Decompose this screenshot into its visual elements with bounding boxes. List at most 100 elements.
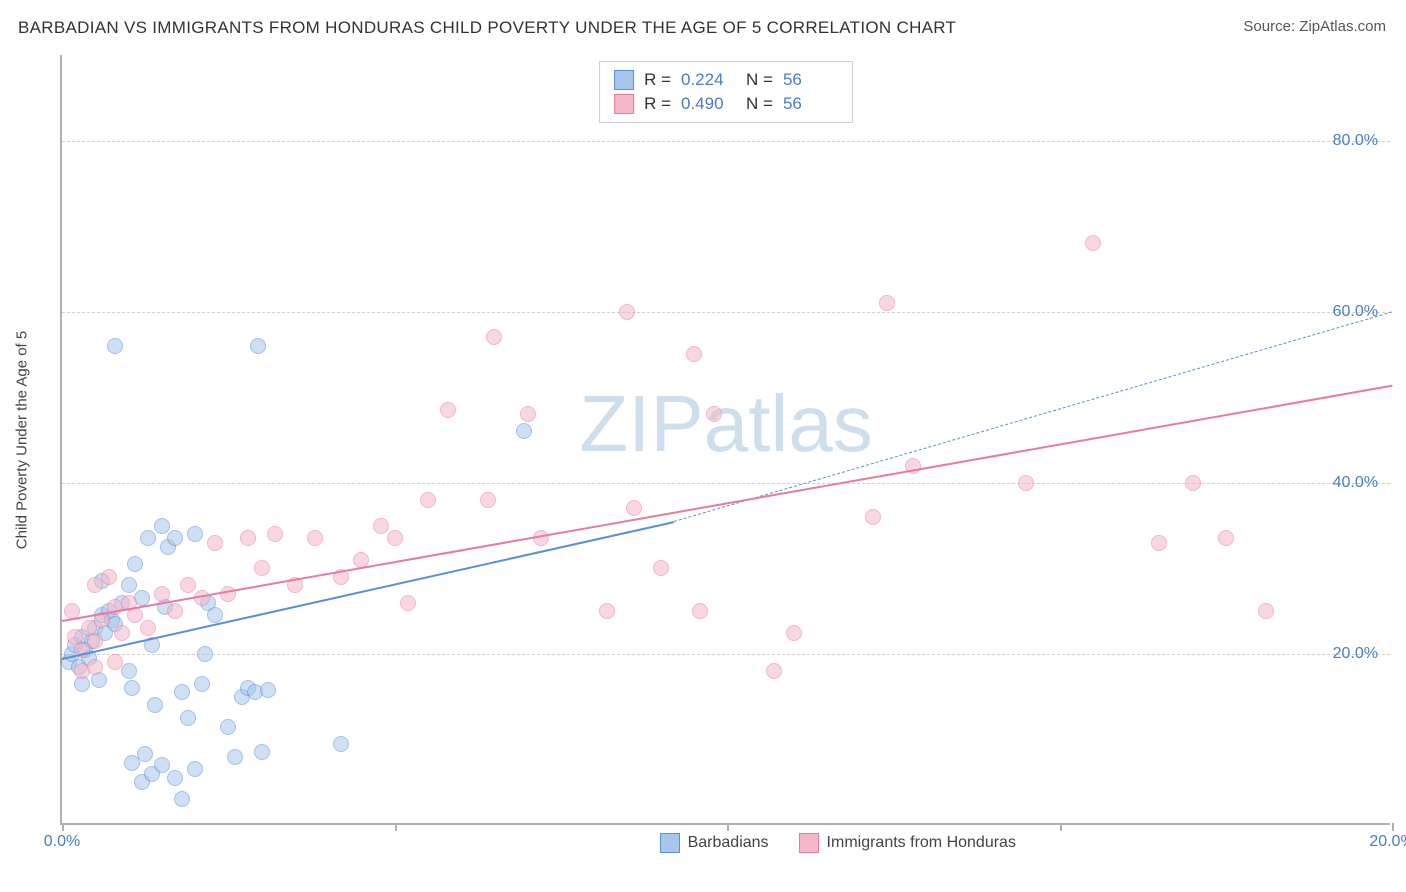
data-point	[121, 577, 137, 593]
data-point	[706, 406, 722, 422]
data-point	[87, 659, 103, 675]
data-point	[154, 518, 170, 534]
data-point	[180, 710, 196, 726]
data-point	[533, 530, 549, 546]
source-label: Source:	[1243, 18, 1299, 35]
legend-label: Immigrants from Honduras	[827, 834, 1016, 852]
trend-line-extrapolated	[674, 312, 1392, 523]
data-point	[440, 402, 456, 418]
data-point	[865, 509, 881, 525]
data-point	[227, 749, 243, 765]
data-point	[387, 530, 403, 546]
data-point	[140, 620, 156, 636]
data-point	[373, 518, 389, 534]
data-point	[599, 603, 615, 619]
data-point	[254, 560, 270, 576]
chart-title: BARBADIAN VS IMMIGRANTS FROM HONDURAS CH…	[18, 18, 956, 38]
data-point	[1185, 475, 1201, 491]
data-point	[140, 530, 156, 546]
stat-r-value: 0.224	[681, 70, 736, 90]
y-tick-label: 20.0%	[1333, 645, 1378, 663]
data-point	[167, 530, 183, 546]
data-point	[1018, 475, 1034, 491]
data-point	[127, 556, 143, 572]
x-tick-label: 20.0%	[1369, 833, 1406, 851]
data-point	[167, 603, 183, 619]
series-swatch	[614, 70, 634, 90]
stat-r-label: R =	[644, 70, 671, 90]
data-point	[420, 492, 436, 508]
data-point	[220, 586, 236, 602]
data-point	[137, 746, 153, 762]
data-point	[400, 595, 416, 611]
data-point	[154, 586, 170, 602]
plot-area: ZIPatlas R =0.224N =56R =0.490N =56 Barb…	[60, 55, 1390, 825]
stat-n-label: N =	[746, 70, 773, 90]
legend-swatch	[799, 833, 819, 853]
x-tick	[1060, 823, 1062, 831]
data-point	[1151, 535, 1167, 551]
data-point	[1218, 530, 1234, 546]
stat-n-label: N =	[746, 94, 773, 114]
data-point	[207, 607, 223, 623]
legend-swatch	[660, 833, 680, 853]
data-point	[1085, 235, 1101, 251]
data-point	[147, 697, 163, 713]
data-point	[101, 569, 117, 585]
series-legend: Barbadians Immigrants from Honduras	[660, 833, 1016, 853]
stat-r-label: R =	[644, 94, 671, 114]
y-axis-label: Child Poverty Under the Age of 5	[14, 331, 31, 549]
series-swatch	[614, 94, 634, 114]
data-point	[486, 329, 502, 345]
data-point	[333, 736, 349, 752]
data-point	[87, 633, 103, 649]
data-point	[653, 560, 669, 576]
source-attribution: Source: ZipAtlas.com	[1243, 18, 1386, 35]
watermark-text: ZIPatlas	[579, 378, 872, 470]
source-value: ZipAtlas.com	[1299, 18, 1386, 35]
data-point	[187, 761, 203, 777]
legend-label: Barbadians	[688, 834, 769, 852]
data-point	[619, 304, 635, 320]
data-point	[107, 654, 123, 670]
data-point	[267, 526, 283, 542]
data-point	[180, 577, 196, 593]
correlation-stats-box: R =0.224N =56R =0.490N =56	[599, 61, 853, 123]
data-point	[250, 338, 266, 354]
data-point	[121, 663, 137, 679]
stats-row: R =0.490N =56	[614, 92, 838, 116]
stat-r-value: 0.490	[681, 94, 736, 114]
legend-item: Immigrants from Honduras	[799, 833, 1016, 853]
data-point	[260, 682, 276, 698]
data-point	[194, 676, 210, 692]
data-point	[686, 346, 702, 362]
data-point	[480, 492, 496, 508]
gridline-h	[62, 141, 1390, 142]
data-point	[107, 338, 123, 354]
data-point	[114, 625, 130, 641]
data-point	[516, 423, 532, 439]
data-point	[167, 770, 183, 786]
trend-line	[62, 384, 1392, 621]
data-point	[174, 791, 190, 807]
y-tick-label: 80.0%	[1333, 132, 1378, 150]
y-tick-label: 40.0%	[1333, 474, 1378, 492]
data-point	[197, 646, 213, 662]
data-point	[307, 530, 323, 546]
data-point	[879, 295, 895, 311]
data-point	[786, 625, 802, 641]
x-tick	[1392, 823, 1394, 831]
data-point	[187, 526, 203, 542]
x-tick	[727, 823, 729, 831]
chart-container: BARBADIAN VS IMMIGRANTS FROM HONDURAS CH…	[0, 0, 1406, 892]
data-point	[240, 530, 256, 546]
data-point	[124, 680, 140, 696]
legend-item: Barbadians	[660, 833, 769, 853]
data-point	[207, 535, 223, 551]
data-point	[1258, 603, 1274, 619]
data-point	[174, 684, 190, 700]
x-tick	[62, 823, 64, 831]
stat-n-value: 56	[783, 70, 838, 90]
data-point	[520, 406, 536, 422]
gridline-h	[62, 312, 1390, 313]
